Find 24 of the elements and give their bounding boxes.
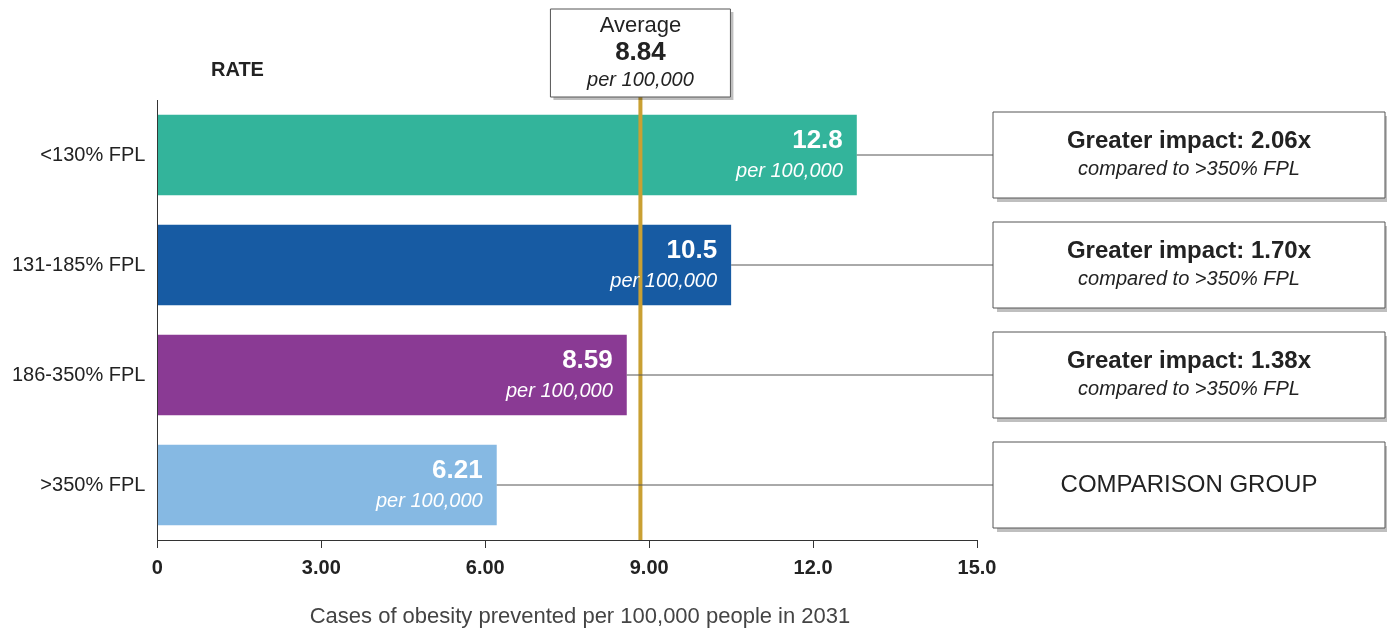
x-tick-label: 0 [151, 555, 163, 578]
x-tick-label: 3.00 [301, 555, 341, 578]
ref-line-label: Average 8.84 per 100,000 [586, 12, 694, 90]
text: Greater impact: 1.38x compared to >350% FPL [1066, 345, 1312, 399]
text: Greater impact: 1.70x compared to >350% FPL [1066, 235, 1312, 289]
bar [157, 444, 497, 526]
x-tick-label: 15.0 [957, 555, 997, 578]
data-label: 12.8 per 100,000 [735, 124, 843, 181]
data-label: 8.59 per 100,000 [505, 344, 613, 401]
bar [157, 224, 732, 306]
x-tick-label: 6.00 [465, 555, 505, 578]
y-axis-title: RATE [211, 57, 264, 80]
y-tick-label: >350% FPL [40, 472, 146, 495]
y-tick-label: <130% FPL [40, 142, 146, 165]
x-tick-label: 9.00 [629, 555, 669, 578]
text: COMPARISON GROUP [1060, 469, 1318, 497]
x-axis-title: Cases of obesity prevented per 100,000 people in 2031 [309, 603, 851, 629]
x-tick-label: 12.0 [793, 555, 833, 578]
data-label: 6.21 per 100,000 [374, 454, 483, 511]
text: Greater impact: 2.06x compared to >350% FPL [1066, 125, 1312, 179]
y-tick-label: 186-350% FPL [12, 362, 146, 385]
y-tick-label: 131-185% FPL [12, 252, 146, 275]
bar [157, 114, 857, 196]
bar [157, 334, 627, 416]
